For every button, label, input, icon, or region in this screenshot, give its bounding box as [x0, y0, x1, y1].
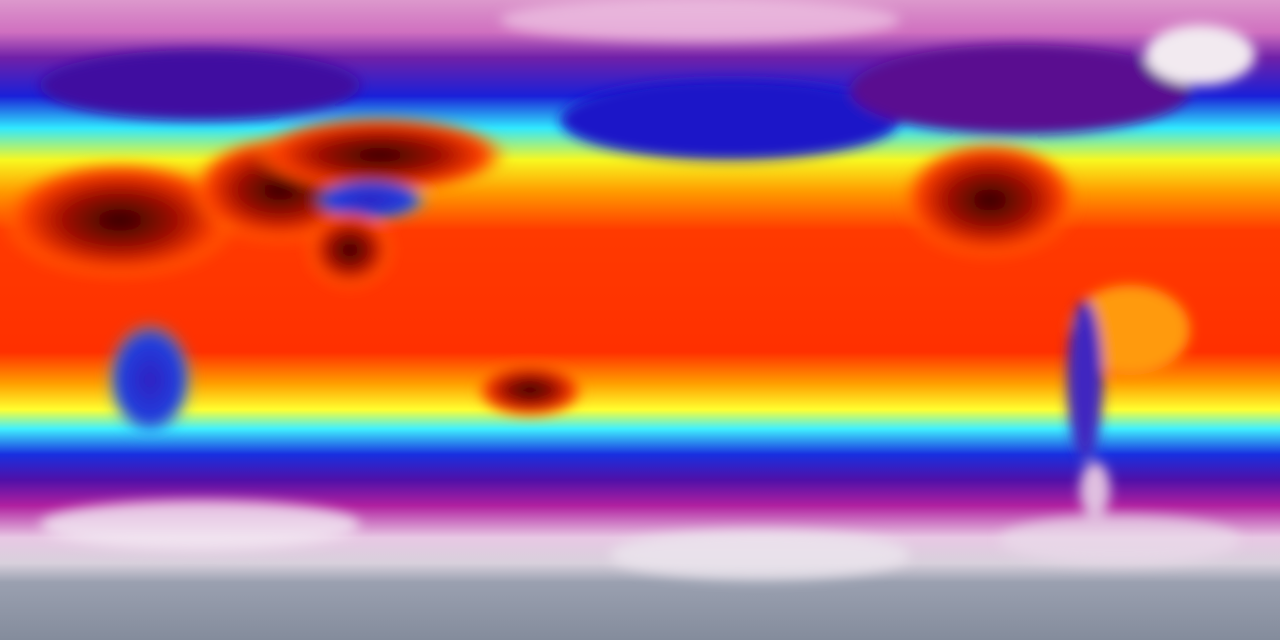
central-asia-hot: [250, 115, 510, 195]
sahara-hot: [0, 160, 240, 280]
india-hot: [305, 210, 395, 290]
north-pacific-cold-region: [560, 80, 900, 160]
antarctic-ice-1: [40, 500, 360, 550]
andes-cold: [1067, 300, 1103, 460]
antarctic-ice-3: [1000, 515, 1240, 565]
north-america-north-cold: [850, 45, 1190, 135]
greenland-ice: [1145, 25, 1255, 85]
north-america-hot: [900, 140, 1080, 260]
antarctic-ice-2: [610, 530, 910, 580]
patagonia-ice: [1080, 462, 1110, 518]
arctic-haze: [500, 0, 900, 42]
southern-africa-cold: [105, 320, 195, 440]
tibet-cold: [310, 178, 430, 222]
siberia-cold: [40, 50, 360, 120]
australia-hot: [475, 362, 585, 418]
